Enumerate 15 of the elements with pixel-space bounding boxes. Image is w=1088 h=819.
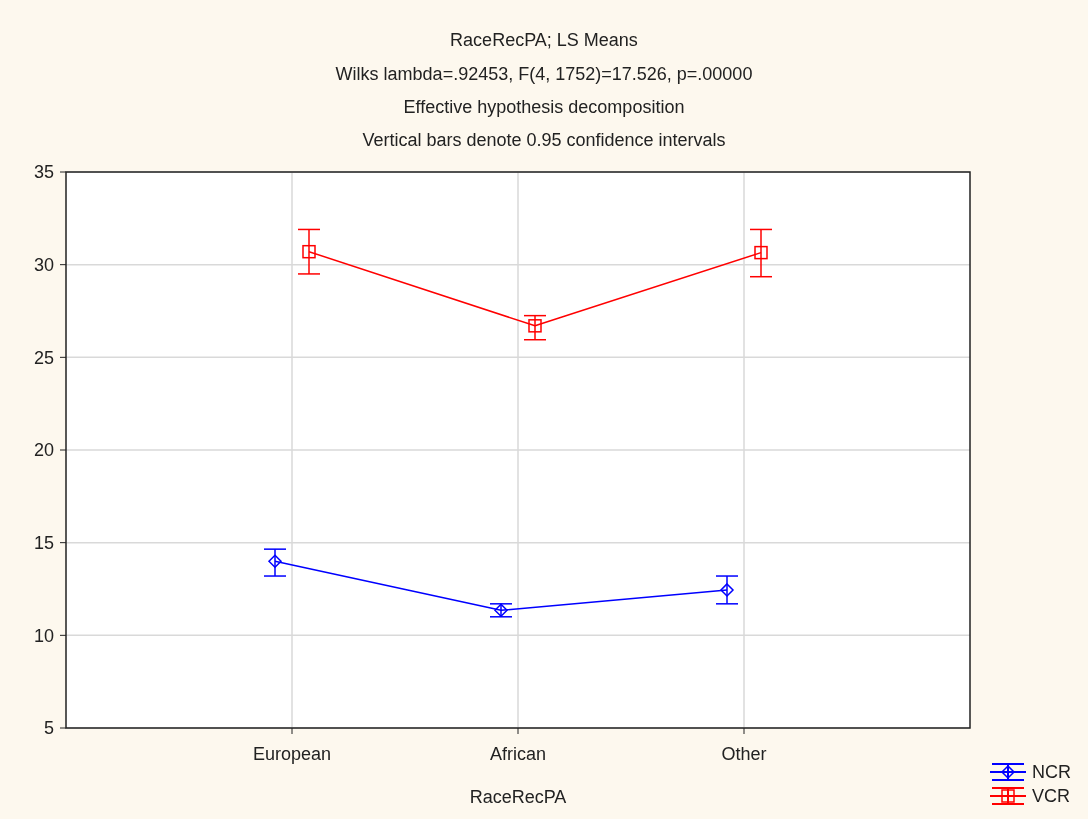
x-tick-label: European: [252, 744, 332, 764]
chart-title: RaceRecPA; LS Means: [450, 30, 638, 50]
y-tick-label: 20: [33, 440, 54, 461]
legend-label: VCR: [1032, 786, 1071, 807]
chart-subtitle: Wilks lambda=.92453, F(4, 1752)=17.526, p=.00000 Effective hypothesis decomposition Vertical bars denote 0.95 confidence intervals: [335, 64, 753, 150]
x-axis-title: RaceRecPA: [469, 787, 567, 807]
y-tick-label: 25: [33, 347, 54, 368]
legend-label: NCR: [1032, 762, 1071, 783]
y-tick-label: 5: [43, 718, 54, 739]
y-tick-label: 35: [33, 162, 54, 183]
y-tick-label: 30: [33, 254, 54, 275]
y-tick-label: 15: [33, 532, 54, 553]
x-tick-label: African: [489, 744, 547, 764]
x-tick-label: Other: [721, 744, 767, 764]
y-tick-label: 10: [33, 625, 54, 646]
